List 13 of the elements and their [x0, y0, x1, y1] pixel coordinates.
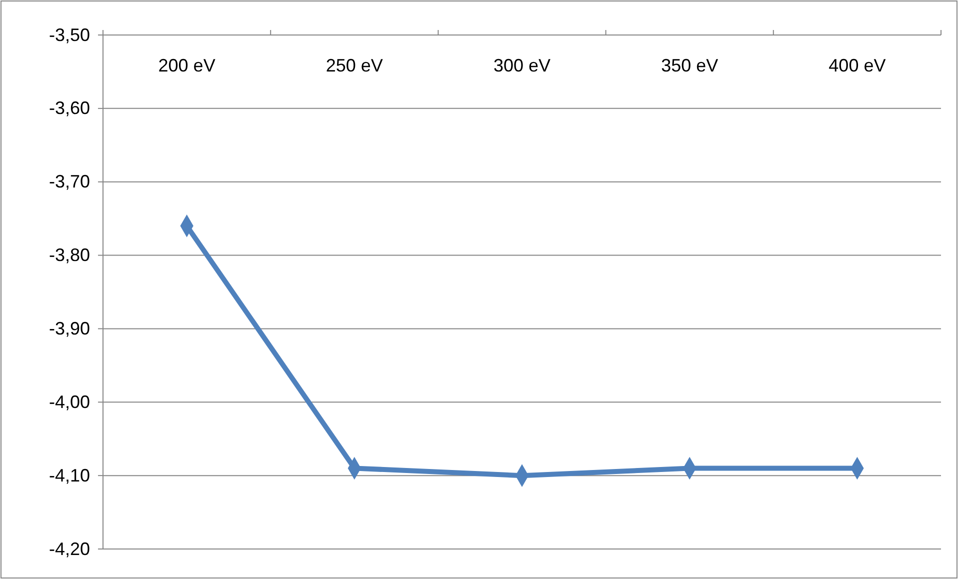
x-tick-label: 250 eV — [326, 56, 383, 76]
x-tick-label: 350 eV — [661, 56, 718, 76]
x-tick-label: 400 eV — [828, 56, 886, 76]
y-tick-label: -3,80 — [48, 245, 90, 266]
y-tick-label: -4,00 — [48, 392, 90, 412]
y-tick-label: -3,60 — [48, 98, 90, 118]
y-tick-label: -3,90 — [48, 318, 90, 338]
y-tick-label: -3,70 — [48, 172, 90, 192]
x-tick-label: 300 eV — [493, 56, 551, 76]
x-tick-label: 200 eV — [158, 56, 216, 76]
y-tick-label: -4,20 — [48, 538, 90, 559]
y-tick-label: -4,10 — [48, 465, 90, 486]
y-tick-label: -3,50 — [48, 24, 90, 45]
